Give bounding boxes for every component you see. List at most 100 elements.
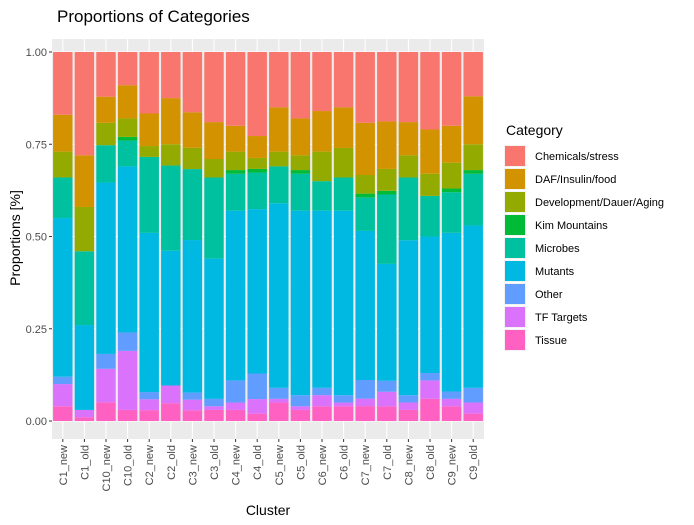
x-tick-label: C3_new	[187, 445, 199, 485]
bar-segment-C10_new-daf-insulin-food	[96, 96, 116, 123]
bar-segment-C9_old-kim-mountains	[463, 170, 483, 174]
x-tick-label: C10_old	[123, 445, 135, 486]
bar-segment-C10_new-mutants	[96, 182, 116, 354]
bar-segment-C3_new-development-dauer-aging	[182, 147, 203, 170]
bar-segment-C5_old-kim-mountains	[290, 170, 311, 174]
bar-segment-C1_new-microbes	[53, 177, 73, 219]
legend-swatch	[505, 238, 525, 258]
bar-segment-C8_new-daf-insulin-food	[398, 122, 419, 156]
bar-segment-C4_old-tf-targets	[247, 399, 267, 414]
x-tick-label: C5_old	[295, 445, 307, 480]
bar-segment-C6_old-daf-insulin-food	[333, 107, 354, 148]
x-tick-label: C6_new	[317, 445, 329, 485]
legend-swatch	[505, 330, 525, 350]
bar-segment-C3_old-mutants	[204, 258, 224, 399]
bar-segment-C2_new-development-dauer-aging	[139, 146, 159, 157]
bar-segment-C1_old-daf-insulin-food	[74, 155, 95, 207]
x-axis: C1_new C1_old C10_new C10_old C2_new C2_old C3…	[58, 439, 480, 491]
bar-segment-C10_new-chemicals-stress	[96, 52, 116, 97]
bar-segment-C5_old-tissue	[290, 409, 311, 421]
bar-segment-C8_new-mutants	[398, 240, 419, 396]
bar-segment-C8_new-chemicals-stress	[398, 52, 419, 123]
bar-segment-C1_old-tissue	[74, 417, 95, 421]
x-tick-label: C1_old	[79, 445, 91, 480]
bar-segment-C8_new-tf-targets	[398, 402, 419, 410]
legend-label: Kim Mountains	[535, 220, 608, 232]
y-axis: 0.00 0.25 0.50 0.75 1.00	[26, 47, 52, 428]
legend-swatch	[505, 192, 525, 212]
bar-segment-C4_new-microbes	[225, 173, 246, 211]
bar-segment-C6_old-tf-targets	[333, 402, 354, 407]
bar-segment-C2_new-other	[139, 392, 159, 400]
bar-segment-C10_old-microbes	[117, 140, 138, 167]
bar-segment-C4_old-mutants	[247, 209, 267, 374]
bar-segment-C4_old-microbes	[247, 172, 267, 210]
bar-segment-C4_new-chemicals-stress	[225, 52, 246, 126]
bar-segment-C9_new-microbes	[441, 192, 462, 233]
bar-segment-C9_new-chemicals-stress	[441, 52, 462, 126]
bar-segment-C4_new-tf-targets	[225, 402, 246, 410]
legend-label: Chemicals/stress	[535, 151, 619, 163]
bar-segment-C4_old-daf-insulin-food	[247, 136, 267, 158]
legend-swatch	[505, 169, 525, 189]
bar-segment-C9_old-tissue	[463, 413, 483, 421]
bar-segment-C5_old-tf-targets	[290, 406, 311, 410]
bar-segment-C7_old-chemicals-stress	[377, 52, 397, 122]
bar-segment-C9_old-development-dauer-aging	[463, 144, 483, 171]
bar-segment-C5_old-mutants	[290, 210, 311, 396]
legend-swatch	[505, 261, 525, 281]
bar-segment-C5_new-mutants	[269, 203, 289, 388]
bar-segment-C10_old-daf-insulin-food	[117, 85, 138, 119]
bar-segment-C9_old-other	[463, 387, 483, 403]
bar-segment-C1_new-tf-targets	[53, 384, 73, 407]
bar-segment-C7_old-other	[377, 380, 397, 392]
bar-segment-C3_new-microbes	[182, 169, 203, 241]
bar-segment-C10_old-tf-targets	[117, 350, 138, 410]
bar-segment-C9_new-kim-mountains	[441, 188, 462, 193]
bar-segment-C9_new-other	[441, 391, 462, 399]
legend-swatch	[505, 215, 525, 235]
bar-segment-C7_new-development-dauer-aging	[355, 175, 375, 194]
x-tick-label: C4_old	[252, 445, 264, 480]
bar-segment-C5_new-tf-targets	[269, 398, 289, 403]
bar-segment-C1_new-daf-insulin-food	[53, 114, 73, 152]
bar-segment-C8_new-development-dauer-aging	[398, 155, 419, 178]
bar-segment-C9_new-tf-targets	[441, 398, 462, 407]
bar-segment-C1_new-tissue	[53, 406, 73, 421]
bar-segment-C6_old-development-dauer-aging	[333, 147, 354, 178]
x-tick-label: C3_old	[209, 445, 221, 480]
bar-segment-C3_new-mutants	[182, 240, 203, 393]
bar-segment-C4_new-mutants	[225, 210, 246, 381]
bar-segment-C8_new-other	[398, 395, 419, 403]
bar-segment-C9_old-microbes	[463, 173, 483, 226]
legend-swatch	[505, 307, 525, 327]
x-tick-label: C4_new	[231, 445, 243, 485]
bar-segment-C10_old-other	[117, 332, 138, 351]
bar-segment-C3_old-tf-targets	[204, 406, 224, 410]
y-tick-label: 0.00	[26, 416, 47, 428]
bar-segment-C2_old-mutants	[161, 250, 181, 386]
x-tick-label: C10_new	[101, 445, 113, 492]
bar-segment-C6_new-mutants	[312, 210, 332, 388]
legend-swatch	[505, 284, 525, 304]
x-tick-label: C9_old	[468, 445, 480, 480]
bar-segment-C9_new-tissue	[441, 406, 462, 421]
bar-segment-C4_old-kim-mountains	[247, 168, 267, 173]
x-tick-label: C2_old	[166, 445, 178, 480]
bar-segment-C3_old-microbes	[204, 177, 224, 259]
legend-label: Tissue	[535, 335, 567, 347]
bar-segment-C3_new-tf-targets	[182, 399, 203, 411]
bar-segment-C2_new-microbes	[139, 156, 159, 233]
bar-segment-C10_old-development-dauer-aging	[117, 118, 138, 137]
bar-segment-C3_new-chemicals-stress	[182, 52, 203, 113]
bar-segment-C10_old-tissue	[117, 409, 138, 421]
bar-segment-C2_old-tf-targets	[161, 385, 181, 404]
legend-label: DAF/Insulin/food	[535, 174, 616, 186]
bar-segment-C4_old-development-dauer-aging	[247, 157, 267, 169]
bar-segment-C2_old-tissue	[161, 403, 181, 421]
bar-segment-C5_new-other	[269, 387, 289, 399]
bar-segment-C6_old-chemicals-stress	[333, 52, 354, 108]
bar-segment-C4_old-tissue	[247, 413, 267, 421]
bar-segment-C3_new-other	[182, 392, 203, 400]
bar-segment-C6_new-microbes	[312, 181, 332, 211]
